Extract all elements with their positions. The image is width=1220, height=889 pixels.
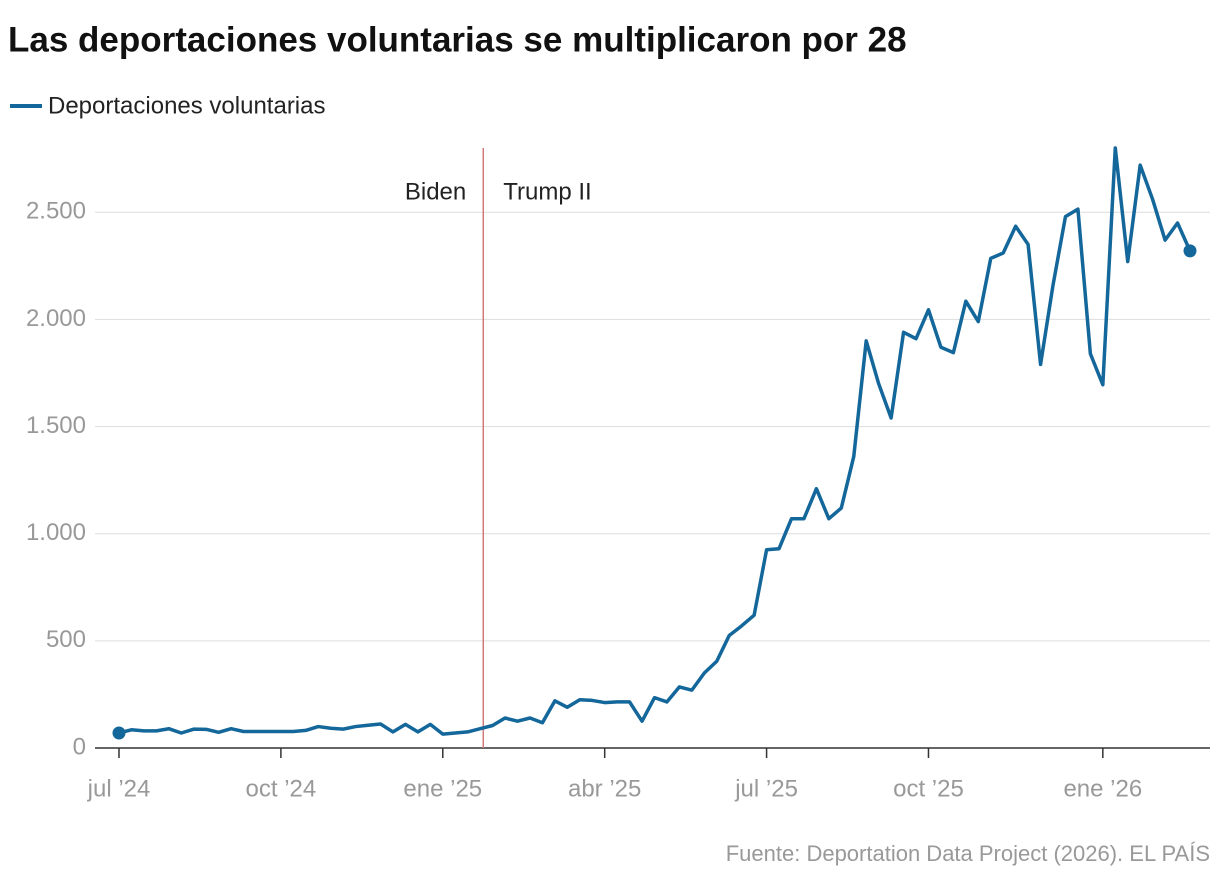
x-tick-label: ene ’26: [1063, 775, 1142, 802]
end-dot: [1183, 244, 1197, 258]
y-tick-label: 1.000: [26, 519, 86, 546]
y-tick-label: 1.500: [26, 412, 86, 439]
x-tick-label: oct ’24: [246, 775, 317, 802]
x-tick-label: abr ’25: [568, 775, 641, 802]
source: Fuente: Deportation Data Project (2026).…: [726, 841, 1210, 866]
legend-label: Deportaciones voluntarias: [48, 92, 326, 119]
chart-title: Las deportaciones voluntarias se multipl…: [8, 20, 907, 59]
y-tick-label: 2.500: [26, 198, 86, 225]
x-tick-label: jul ’25: [734, 775, 798, 802]
y-tick-label: 0: [73, 733, 86, 760]
y-tick-label: 500: [46, 626, 86, 653]
x-tick-label: ene ’25: [403, 775, 482, 802]
x-tick-label: oct ’25: [893, 775, 964, 802]
annotation: Biden: [405, 178, 466, 205]
x-tick-label: jul ’24: [87, 775, 151, 802]
data-line: [118, 146, 1192, 736]
annotation: Trump II: [503, 178, 591, 205]
end-dot: [112, 726, 126, 740]
y-tick-label: 2.000: [26, 305, 86, 332]
